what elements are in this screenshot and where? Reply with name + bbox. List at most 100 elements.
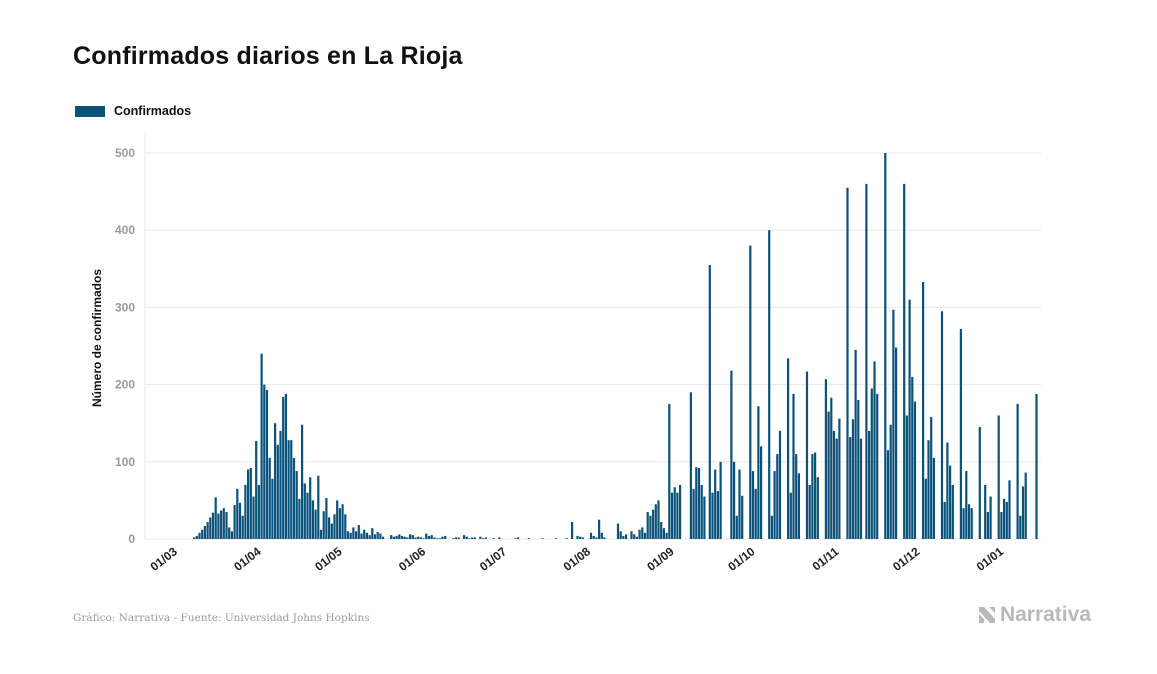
- bar: [754, 488, 757, 539]
- bar: [376, 532, 379, 539]
- bar: [633, 534, 636, 539]
- bar: [622, 535, 625, 539]
- bar: [233, 505, 236, 539]
- bar: [238, 502, 242, 539]
- bar: [895, 347, 898, 539]
- x-tick-label: 01/12: [890, 544, 923, 574]
- bar: [311, 500, 314, 539]
- bar: [433, 537, 436, 539]
- y-tick-label: 400: [115, 223, 135, 237]
- x-tick-label: 01/08: [561, 544, 594, 574]
- bar: [849, 437, 852, 539]
- bar: [905, 415, 908, 539]
- bar: [352, 527, 355, 539]
- bar: [295, 471, 298, 539]
- bar: [514, 538, 517, 539]
- bar: [274, 423, 277, 539]
- bar: [846, 187, 849, 540]
- bar: [217, 513, 220, 539]
- x-tick-label: 01/05: [312, 544, 345, 574]
- bar: [749, 245, 752, 539]
- bar: [454, 537, 458, 539]
- bar: [287, 440, 290, 539]
- bar: [230, 531, 233, 539]
- bar: [484, 537, 487, 539]
- x-tick-label: 01/03: [148, 544, 181, 574]
- bar: [760, 446, 763, 539]
- bar: [441, 536, 444, 539]
- bar: [290, 440, 293, 539]
- bar: [1008, 480, 1011, 539]
- bar: [298, 498, 301, 539]
- x-tick-label: 01/07: [477, 544, 510, 574]
- brand: Narrativa: [977, 603, 1091, 627]
- bar: [733, 461, 736, 539]
- bar: [859, 438, 863, 539]
- bar: [673, 487, 676, 539]
- legend-label: Confirmados: [114, 104, 192, 118]
- bar: [220, 510, 223, 539]
- bar: [309, 477, 312, 539]
- bar: [854, 349, 857, 539]
- narrativa-logo-icon: [978, 607, 995, 623]
- bar: [997, 415, 1000, 539]
- bar: [203, 525, 206, 539]
- x-tick-label: 01/06: [396, 544, 429, 574]
- bar: [268, 457, 271, 539]
- bar: [368, 535, 371, 539]
- bar: [427, 535, 431, 539]
- source-credit: Gráfico: Narrativa - Fuente: Universidad…: [73, 612, 370, 624]
- bar: [395, 535, 398, 539]
- bar: [927, 440, 930, 539]
- bar: [444, 535, 447, 539]
- bar: [716, 491, 719, 539]
- bar: [773, 471, 776, 539]
- bar: [541, 538, 544, 539]
- bar: [473, 537, 476, 539]
- bar: [330, 523, 333, 539]
- bar: [301, 424, 304, 539]
- bar: [1003, 498, 1006, 539]
- bar: [195, 535, 198, 539]
- bar: [635, 536, 638, 539]
- bar: [344, 514, 347, 539]
- bar: [579, 536, 582, 539]
- bar: [325, 498, 328, 539]
- bar: [903, 183, 906, 539]
- bar: [198, 532, 201, 539]
- bar: [360, 533, 363, 539]
- bar: [735, 515, 738, 539]
- bar: [417, 536, 420, 539]
- legend-swatch: [75, 105, 105, 117]
- bar: [276, 444, 279, 539]
- bar: [346, 531, 350, 539]
- bar: [851, 419, 854, 539]
- bar: [457, 537, 460, 539]
- bar: [805, 371, 809, 539]
- bar: [409, 534, 412, 539]
- x-tick-label: 01/01: [974, 544, 1007, 574]
- bar: [738, 469, 741, 539]
- bar: [222, 508, 225, 539]
- bar: [827, 411, 830, 539]
- bar: [292, 457, 296, 539]
- bar: [832, 430, 836, 539]
- y-tick-label: 100: [115, 455, 135, 469]
- bar: [581, 537, 584, 539]
- bar: [241, 515, 244, 539]
- x-tick-label: 01/04: [231, 544, 264, 574]
- bar: [390, 535, 393, 539]
- bar: [438, 538, 441, 539]
- bar: [1024, 472, 1027, 539]
- bar: [868, 430, 871, 539]
- bars: [193, 153, 1038, 540]
- bar: [517, 537, 520, 539]
- bar: [398, 534, 401, 539]
- bar: [214, 497, 217, 539]
- bar: [436, 538, 439, 539]
- y-tick-label: 200: [115, 378, 135, 392]
- bar: [333, 514, 336, 539]
- bar: [252, 496, 255, 539]
- bar: [984, 484, 987, 539]
- bar: [657, 500, 660, 539]
